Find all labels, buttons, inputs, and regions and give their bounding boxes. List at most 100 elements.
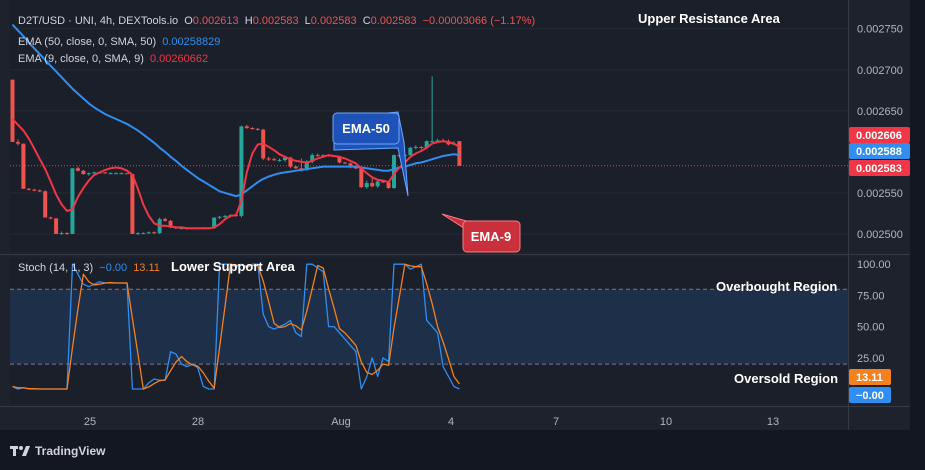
watermark-text: TradingView (35, 444, 106, 458)
candle-body (10, 79, 15, 143)
candle-body (244, 126, 249, 129)
candle-body (43, 191, 48, 218)
ema50-callout-box (332, 112, 400, 145)
ema50-legend-value: 0.00258829 (162, 36, 221, 48)
candle-body (86, 173, 91, 175)
candle-body (430, 141, 435, 143)
candle-body (168, 220, 173, 228)
price-badge-label: 0.002606 (856, 130, 902, 142)
candle-body (239, 126, 244, 216)
candle-body (163, 219, 168, 221)
time-tick-label: 4 (448, 416, 454, 428)
candle-body (348, 163, 353, 168)
low-label: L (304, 15, 311, 27)
candle-body (92, 172, 97, 174)
candle-body (119, 173, 124, 175)
ema9-callout-box (462, 220, 521, 253)
ema9-line (11, 118, 460, 230)
candle-body (130, 174, 135, 234)
candle-body (364, 183, 369, 188)
lower-support-annotation: Lower Support Area (171, 259, 295, 274)
ema50-legend-label: EMA (50, close, 0, SMA, 50) (18, 36, 157, 48)
stoch-legend: Stoch (14, 1, 3) −0.00 13.11 (18, 262, 163, 274)
time-tick-label: Aug (331, 416, 351, 428)
stoch-tick-label: 50.00 (857, 322, 885, 334)
candle-body (75, 168, 80, 171)
candle-body (70, 168, 75, 234)
ema9-callout-label: EMA-9 (471, 229, 511, 244)
open-label: O (184, 15, 193, 27)
candle-body (272, 159, 277, 161)
price-tick-label: 0.002500 (857, 229, 903, 241)
low-value: 0.002583 (310, 15, 357, 27)
stoch-k-line (12, 263, 460, 390)
candle-body (48, 217, 53, 219)
candle-body (277, 160, 282, 162)
time-tick-label: 7 (553, 416, 559, 428)
price-pane (10, 0, 848, 252)
candle-body (26, 188, 31, 190)
candle-body (212, 217, 217, 229)
candle-body (65, 233, 69, 235)
candle-body (223, 215, 228, 217)
time-tick-label: 10 (660, 416, 672, 428)
right-edge (910, 0, 925, 470)
stoch-legend-label: Stoch (14, 1, 3) (18, 262, 94, 274)
candle-body (114, 173, 119, 175)
tradingview-logo-icon (10, 446, 30, 456)
candle-body (359, 168, 364, 188)
open-value: 0.002613 (192, 15, 239, 27)
candle-body (375, 181, 380, 187)
price-badge (849, 127, 910, 143)
tradingview-watermark: TradingView (10, 444, 105, 458)
candle-body (288, 157, 293, 167)
candle-body (152, 232, 157, 234)
time-tick-label: 13 (767, 416, 779, 428)
candle-body (37, 190, 42, 192)
stoch-k-value: −0.00 (99, 262, 128, 274)
price-tick-label: 0.002650 (857, 106, 903, 118)
candle-body (304, 161, 309, 170)
candle-body (54, 218, 59, 234)
candle-body (293, 166, 298, 169)
oversold-annotation: Oversold Region (734, 371, 839, 386)
high-label: H (244, 15, 253, 27)
symbol-legend: D2T/USD · UNI, 4h, DEXTools.io O0.002613… (18, 15, 538, 27)
candle-body (283, 157, 287, 161)
stoch-d-line (12, 263, 460, 390)
candle-body (381, 181, 386, 183)
candle-body (424, 141, 429, 148)
candle-body (217, 216, 222, 218)
ema9-legend: EMA (9, close, 0, SMA, 9) 0.00260662 (18, 53, 211, 65)
stoch-badge (849, 369, 891, 385)
candle-body (59, 233, 64, 235)
candle-body (392, 155, 396, 188)
price-badge (849, 160, 910, 176)
price-tick-label: 0.002750 (857, 24, 903, 36)
candle-body (108, 173, 113, 175)
ema50-line (11, 23, 460, 198)
candle-body (353, 167, 358, 169)
price-tick-label: 0.002700 (857, 65, 903, 77)
candle-body (408, 147, 413, 156)
stoch-tick-label: 100.00 (857, 259, 891, 271)
candle-body (370, 183, 375, 187)
ema50-legend: EMA (50, close, 0, SMA, 50) 0.00258829 (18, 36, 223, 48)
candle-body (413, 146, 418, 148)
candle-body (103, 172, 108, 174)
stoch-band (10, 289, 848, 365)
candle-body (386, 182, 391, 188)
price-tick-label: 0.002550 (857, 188, 903, 200)
time-tick-label: 25 (84, 416, 96, 428)
candle-body (250, 128, 255, 130)
candle-body (337, 156, 342, 163)
change-value: −0.00003066 (−1.17%) (422, 15, 536, 27)
stoch-tick-label: 75.00 (857, 290, 885, 302)
symbol-label: D2T/USD · UNI, 4h, DEXTools.io (18, 15, 179, 27)
candle-body (435, 140, 440, 142)
candle-body (179, 228, 184, 230)
candle-body (32, 189, 37, 191)
bottom-strip (0, 430, 910, 470)
close-label: C (362, 15, 371, 27)
